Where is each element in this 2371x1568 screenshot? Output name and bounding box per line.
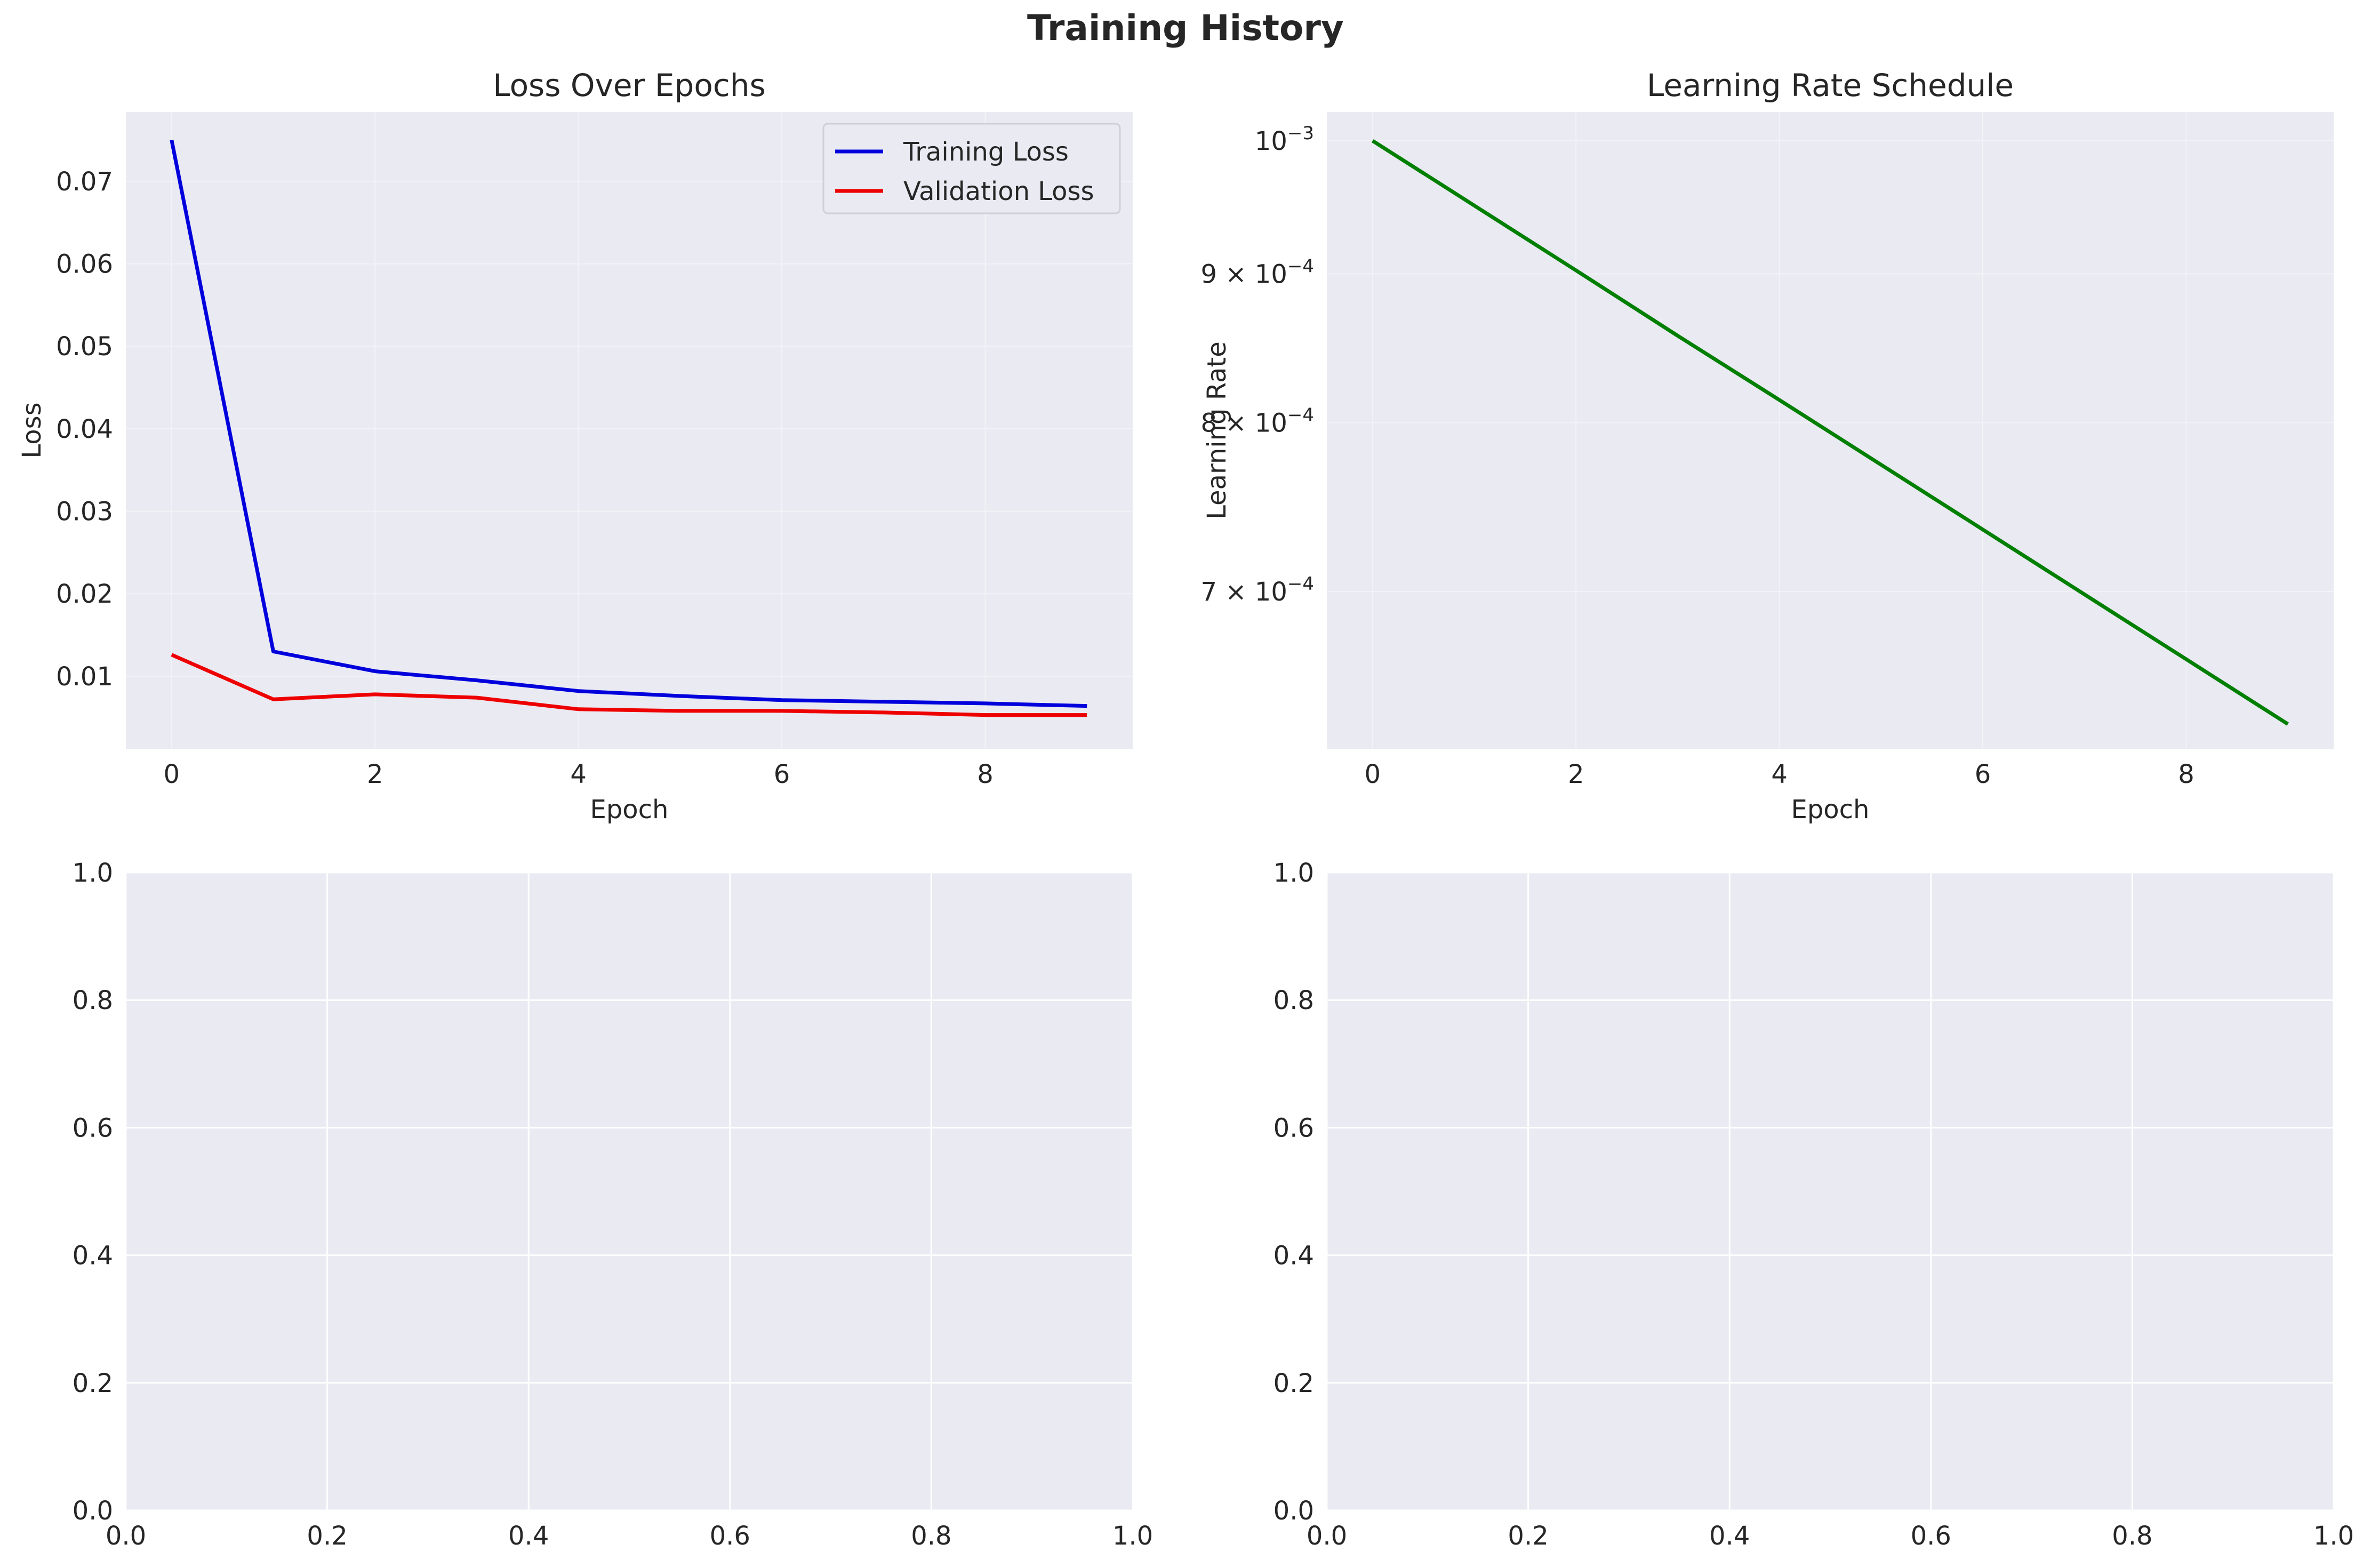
y-tick-label: 0.05 <box>56 332 113 362</box>
y-tick-label: 0.4 <box>73 1241 113 1271</box>
y-tick-label: 8 × 10−4 <box>1201 405 1314 438</box>
y-tick-label: 0.03 <box>56 497 113 527</box>
x-tick-label: 0.4 <box>508 1521 549 1551</box>
series-line-0 <box>1371 139 2289 726</box>
y-tick-label: 9 × 10−4 <box>1201 255 1314 289</box>
x-axis-label: Epoch <box>1791 795 1870 825</box>
y-tick-label: 0.2 <box>73 1369 113 1398</box>
x-tick-label: 0.8 <box>911 1521 951 1551</box>
legend-box <box>822 123 1121 214</box>
x-tick-label: 0.6 <box>1911 1521 1951 1551</box>
x-tick-label: 1.0 <box>1112 1521 1153 1551</box>
legend: Training Loss Validation Loss <box>822 123 1121 214</box>
y-tick-label: 0.06 <box>56 250 113 279</box>
empty-chart-bottom-left: 0.0 0.2 0.4 0.6 0.8 1.0 0.0 0.2 0.4 0.6 0.8 1.0 <box>73 858 1154 1551</box>
y-tick-label: 0.8 <box>73 986 113 1015</box>
y-tick-label: 0.4 <box>1273 1241 1314 1271</box>
x-tick-label: 0 <box>1365 759 1381 789</box>
x-tick-label: 0 <box>164 759 180 789</box>
x-tick-label: 4 <box>570 759 587 789</box>
y-tick-label: 1.0 <box>73 858 113 888</box>
x-tick-label: 0.2 <box>307 1521 347 1551</box>
x-tick-label: 0.4 <box>1709 1521 1750 1551</box>
y-tick-label: 0.0 <box>1273 1496 1314 1526</box>
x-tick-label: 0.0 <box>1307 1521 1347 1551</box>
chart-title: Learning Rate Schedule <box>1647 67 2014 103</box>
x-tick-label: 8 <box>2178 759 2194 789</box>
plot-area <box>126 873 1133 1510</box>
x-tick-label: 1.0 <box>2313 1521 2354 1551</box>
x-tick-label: 2 <box>1568 759 1584 789</box>
x-tick-label: 4 <box>1771 759 1788 789</box>
empty-chart-bottom-right: 0.0 0.2 0.4 0.6 0.8 1.0 0.0 0.2 0.4 0.6 0.8 1.0 <box>1273 858 2354 1551</box>
y-axis-label: Learning Rate <box>1202 341 1232 519</box>
plot-area <box>1327 873 2334 1510</box>
series-line-1 <box>171 653 1087 717</box>
y-tick-label: 0.04 <box>56 414 113 444</box>
y-tick-label: 0.0 <box>73 1496 113 1526</box>
learning-rate-chart: 0 2 4 6 8 7 × 10−4 8 × 10−4 9 × 10−4 10−3 Learnin… <box>1201 67 2334 825</box>
y-tick-label: 0.01 <box>56 662 113 692</box>
y-tick-label: 0.6 <box>73 1113 113 1143</box>
legend-entry: Validation Loss <box>903 177 1094 206</box>
y-tick-label: 0.02 <box>56 579 113 609</box>
x-tick-label: 0.6 <box>710 1521 750 1551</box>
y-tick-label: 1.0 <box>1273 858 1314 888</box>
y-tick-label: 0.2 <box>1273 1369 1314 1398</box>
x-axis-label: Epoch <box>590 795 669 825</box>
chart-title: Loss Over Epochs <box>493 67 765 103</box>
legend-entry: Training Loss <box>903 137 1069 167</box>
y-tick-label: 10−3 <box>1255 123 1314 156</box>
x-tick-label: 2 <box>367 759 383 789</box>
x-tick-label: 0.2 <box>1508 1521 1548 1551</box>
x-tick-label: 6 <box>774 759 790 789</box>
series-line-0 <box>170 139 1087 708</box>
y-tick-label: 0.8 <box>1273 986 1314 1015</box>
x-tick-label: 0.8 <box>2112 1521 2152 1551</box>
plot-area <box>126 112 1133 749</box>
y-tick-label: 0.07 <box>56 167 113 197</box>
x-tick-label: 8 <box>977 759 994 789</box>
y-tick-label: 7 × 10−4 <box>1201 573 1314 607</box>
figure-title: Training History <box>1027 7 1344 49</box>
x-tick-label: 0.0 <box>106 1521 146 1551</box>
y-tick-label: 0.6 <box>1273 1113 1314 1143</box>
y-axis-label: Loss <box>17 402 47 458</box>
x-tick-label: 6 <box>1975 759 1991 789</box>
loss-chart: 0 2 4 6 8 0.01 0.02 0.03 0.04 0.05 0.06 0.07 Loss Ov… <box>17 67 1133 825</box>
